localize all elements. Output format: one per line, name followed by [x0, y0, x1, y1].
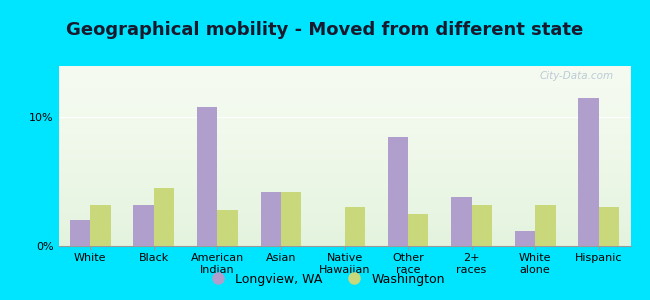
Bar: [387, 137, 408, 246]
Bar: [154, 188, 174, 246]
Bar: [70, 220, 90, 246]
Bar: [261, 192, 281, 246]
Bar: [472, 205, 492, 246]
Bar: [217, 210, 238, 246]
Bar: [451, 197, 472, 246]
Bar: [535, 205, 556, 246]
Bar: [197, 107, 217, 246]
Bar: [578, 98, 599, 246]
Bar: [408, 214, 428, 246]
Bar: [515, 231, 535, 246]
Text: Geographical mobility - Moved from different state: Geographical mobility - Moved from diffe…: [66, 21, 584, 39]
Legend: Longview, WA, Washington: Longview, WA, Washington: [200, 268, 450, 291]
Bar: [599, 207, 619, 246]
Bar: [344, 207, 365, 246]
Bar: [90, 205, 110, 246]
Text: City-Data.com: City-Data.com: [540, 71, 614, 81]
Bar: [281, 192, 302, 246]
Bar: [133, 205, 154, 246]
